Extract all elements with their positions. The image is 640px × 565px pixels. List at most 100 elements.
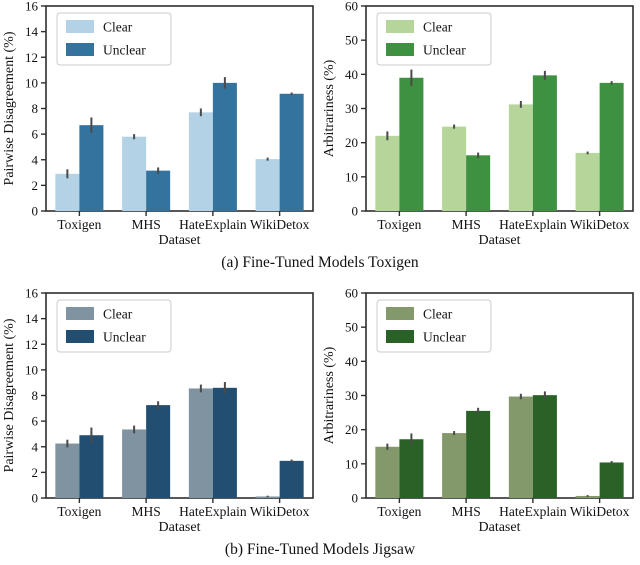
x-tick-label: WikiDetox	[570, 217, 630, 232]
bar-hateexplain-clear	[508, 104, 533, 211]
legend-label-unclear: Unclear	[103, 43, 146, 58]
x-tick-label: Toxigen	[57, 217, 101, 232]
legend-label-unclear: Unclear	[423, 330, 466, 345]
x-tick-label: MHS	[451, 504, 480, 519]
x-tick-label: MHS	[131, 217, 160, 232]
chart-svg-arbitrariness-toxigen: 0 10 20 30 40 50 60 Toxigen MHS HateExplain WikiDe…	[322, 0, 634, 248]
y-axis-label: Arbitrariness (%)	[322, 346, 337, 444]
y-tick-label: 16	[25, 287, 39, 301]
legend-label-clear: Clear	[423, 307, 453, 322]
x-tick-label: WikiDetox	[570, 504, 630, 519]
bar-mhs-unclear	[146, 170, 171, 211]
y-tick-label: 0	[352, 204, 359, 219]
subfigure-b-caption: (b) Fine-Tuned Models Jigsaw	[224, 541, 416, 558]
x-tick-label: HateExplain	[179, 217, 247, 232]
bar-mhs-unclear	[466, 410, 491, 498]
bar-toxigen-clear	[55, 443, 80, 498]
y-tick-label: 0	[32, 491, 39, 506]
chart-svg-pairwise-disagreement-jigsaw: 0 2 4 6 8 10 12 14 16 Toxigen MHS HateExplain WikiDe…	[2, 287, 314, 535]
y-tick-label: 12	[25, 50, 38, 65]
y-tick-label: 60	[345, 0, 358, 14]
x-tick-label: Toxigen	[377, 217, 421, 232]
y-tick-label: 14	[25, 311, 39, 326]
bar-mhs-clear	[442, 433, 467, 498]
legend-label-unclear: Unclear	[103, 330, 146, 345]
bar-mhs-clear	[442, 126, 467, 211]
chart-pairwise-disagreement-jigsaw: 0 2 4 6 8 10 12 14 16 Toxigen MHS HateExplain WikiDe…	[0, 287, 320, 537]
legend-swatch-unclear	[386, 330, 414, 343]
y-tick-label: 60	[345, 287, 358, 301]
y-tick-label: 6	[32, 414, 39, 429]
bar-toxigen-unclear	[79, 435, 104, 498]
y-tick-label: 20	[345, 422, 358, 437]
y-tick-label: 50	[345, 320, 358, 335]
x-tick-label: WikiDetox	[250, 217, 310, 232]
y-tick-label: 30	[345, 388, 358, 403]
bar-toxigen-clear	[55, 173, 80, 211]
legend-swatch-unclear	[386, 43, 414, 56]
y-axis-label: Pairwise Disagreement (%)	[2, 31, 17, 185]
y-tick-label: 10	[345, 169, 358, 184]
legend-label-clear: Clear	[423, 20, 453, 35]
bar-hateexplain-clear	[508, 396, 533, 498]
y-tick-label: 0	[352, 491, 359, 506]
y-tick-label: 50	[345, 33, 358, 48]
chart-pairwise-disagreement-toxigen: 0 2 4 6 8 10 12 14 16 Toxigen MHS HateExplain WikiDe…	[0, 0, 320, 250]
x-tick-label: WikiDetox	[250, 504, 310, 519]
y-tick-label: 16	[25, 0, 39, 14]
bar-toxigen-unclear	[399, 77, 424, 211]
legend-swatch-clear	[66, 307, 94, 320]
bar-wikidetox-unclear	[279, 460, 304, 498]
y-tick-label: 30	[345, 101, 358, 116]
y-tick-label: 10	[25, 75, 38, 90]
x-tick-label: Toxigen	[377, 504, 421, 519]
y-axis-label: Pairwise Disagreement (%)	[2, 318, 17, 472]
chart-svg-pairwise-disagreement-toxigen: 0 2 4 6 8 10 12 14 16 Toxigen MHS HateExplain WikiDe…	[2, 0, 314, 248]
y-tick-label: 8	[32, 101, 39, 116]
subfigure-b: 0 2 4 6 8 10 12 14 16 Toxigen MHS HateExplain WikiDe…	[0, 287, 640, 537]
y-tick-label: 6	[32, 127, 39, 142]
y-tick-label: 4	[32, 439, 39, 454]
bar-mhs-unclear	[466, 155, 491, 211]
bar-wikidetox-unclear	[279, 93, 304, 211]
subfigure-a-caption: (a) Fine-Tuned Models Toxigen	[221, 254, 419, 271]
y-tick-label: 2	[32, 465, 39, 480]
y-tick-label: 0	[32, 204, 39, 219]
y-axis-label: Arbitrariness (%)	[322, 59, 337, 157]
y-tick-label: 14	[25, 24, 39, 39]
y-tick-label: 40	[345, 67, 358, 82]
x-axis-label: Dataset	[159, 520, 201, 535]
chart-arbitrariness-jigsaw: 0 10 20 30 40 50 60 Toxigen MHS HateExplain WikiDe…	[320, 287, 640, 537]
bar-wikidetox-clear	[255, 159, 280, 211]
bar-hateexplain-clear	[188, 388, 213, 498]
bar-hateexplain-unclear	[212, 82, 237, 211]
legend-swatch-unclear	[66, 330, 94, 343]
x-axis-label: Dataset	[159, 233, 201, 248]
bar-hateexplain-unclear	[212, 387, 237, 498]
legend-swatch-unclear	[66, 43, 94, 56]
y-tick-label: 2	[32, 178, 39, 193]
y-tick-label: 40	[345, 354, 358, 369]
x-axis-label: Dataset	[479, 520, 521, 535]
y-tick-label: 10	[25, 362, 38, 377]
bar-wikidetox-clear	[575, 495, 600, 498]
bar-wikidetox-clear	[575, 152, 600, 211]
bar-toxigen-unclear	[79, 125, 104, 211]
y-tick-label: 8	[32, 388, 39, 403]
y-tick-label: 4	[32, 152, 39, 167]
y-tick-label: 10	[345, 456, 358, 471]
legend-label-clear: Clear	[103, 307, 133, 322]
bar-toxigen-clear	[375, 135, 400, 211]
subfigure-a: 0 2 4 6 8 10 12 14 16 Toxigen MHS HateExplain WikiDe…	[0, 0, 640, 250]
x-tick-label: Toxigen	[57, 504, 101, 519]
bar-hateexplain-unclear	[532, 395, 557, 498]
x-tick-label: HateExplain	[179, 504, 247, 519]
legend-swatch-clear	[66, 20, 94, 33]
bar-wikidetox-unclear	[599, 462, 624, 498]
legend-label-unclear: Unclear	[423, 43, 466, 58]
bar-wikidetox-unclear	[599, 82, 624, 211]
bar-hateexplain-clear	[188, 112, 213, 211]
bar-toxigen-unclear	[399, 439, 424, 498]
bar-mhs-clear	[122, 429, 147, 498]
